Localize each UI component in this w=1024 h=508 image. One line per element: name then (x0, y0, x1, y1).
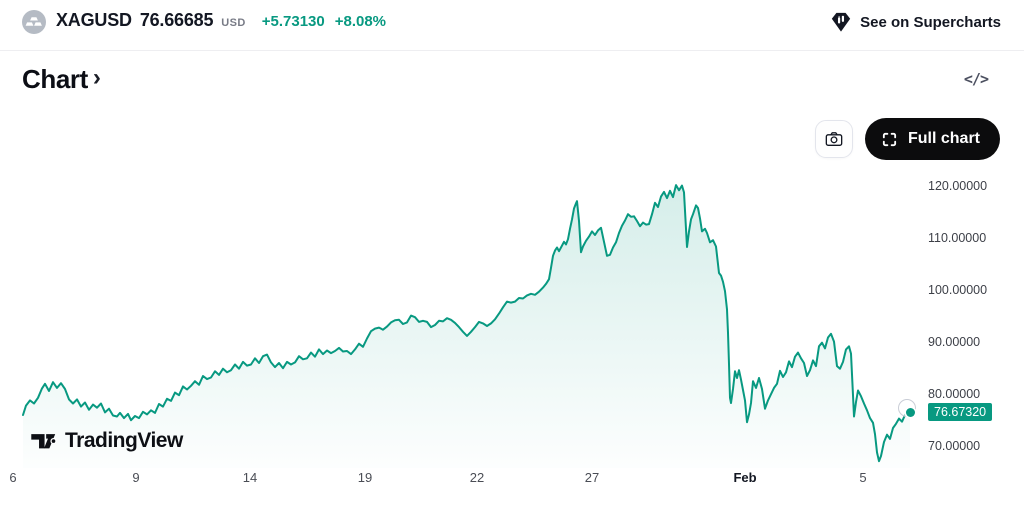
price-line (22, 184, 911, 463)
x-axis-label: Feb (733, 470, 757, 485)
snapshot-camera-button[interactable] (814, 120, 853, 158)
y-axis-label: 120.00000 (928, 179, 988, 194)
x-axis-label: 22 (469, 470, 485, 485)
area-fill (23, 185, 910, 468)
last-price-badge: 76.67320 (928, 403, 993, 422)
header-divider (0, 50, 1024, 51)
symbol-header: XAGUSD 76.66685 USD +5.73130 +8.08% See … (0, 0, 1024, 44)
supercharts-label: See on Supercharts (860, 13, 1001, 31)
y-axis-label: 90.00000 (928, 335, 981, 350)
price-change-percent: +8.08% (334, 13, 387, 30)
chart-toolbar: Full chart (814, 118, 1000, 160)
price-change-absolute: +5.73130 (261, 13, 325, 30)
y-axis-label: 110.00000 (928, 231, 987, 246)
camera-icon (825, 132, 843, 147)
symbol-summary: XAGUSD 76.66685 USD +5.73130 +8.08% (22, 10, 830, 34)
x-axis-label: 27 (584, 470, 600, 485)
y-axis-label: 80.00000 (928, 387, 981, 402)
chart-section-link[interactable]: Chart › (22, 64, 101, 95)
supercharts-gem-icon (831, 12, 851, 32)
embed-code-icon[interactable]: </> (963, 70, 989, 88)
price-area-chart[interactable] (0, 156, 920, 468)
tradingview-attribution-link[interactable]: TradingView (30, 429, 183, 453)
full-chart-button[interactable]: Full chart (864, 118, 1000, 160)
y-axis-label: 100.00000 (928, 283, 988, 298)
symbol-currency: USD (221, 17, 246, 29)
silver-coin-icon (22, 10, 46, 34)
fullscreen-icon (882, 132, 897, 146)
x-axis-label: 6 (9, 470, 17, 485)
x-axis-label: 14 (242, 470, 258, 485)
symbol-price: 76.66685 (139, 10, 214, 30)
page-title: Chart (22, 63, 88, 94)
see-on-supercharts-link[interactable]: See on Supercharts (830, 11, 1001, 33)
chevron-right-icon: › (92, 64, 101, 91)
x-axis-label: 5 (859, 470, 867, 485)
x-axis-label: 9 (132, 470, 140, 485)
tradingview-label: TradingView (65, 429, 183, 452)
y-axis-label: 70.00000 (928, 439, 981, 454)
full-chart-label: Full chart (907, 130, 980, 147)
symbol-name: XAGUSD (56, 10, 132, 30)
tradingview-logo-icon (31, 433, 57, 448)
x-axis-label: 19 (357, 470, 373, 485)
